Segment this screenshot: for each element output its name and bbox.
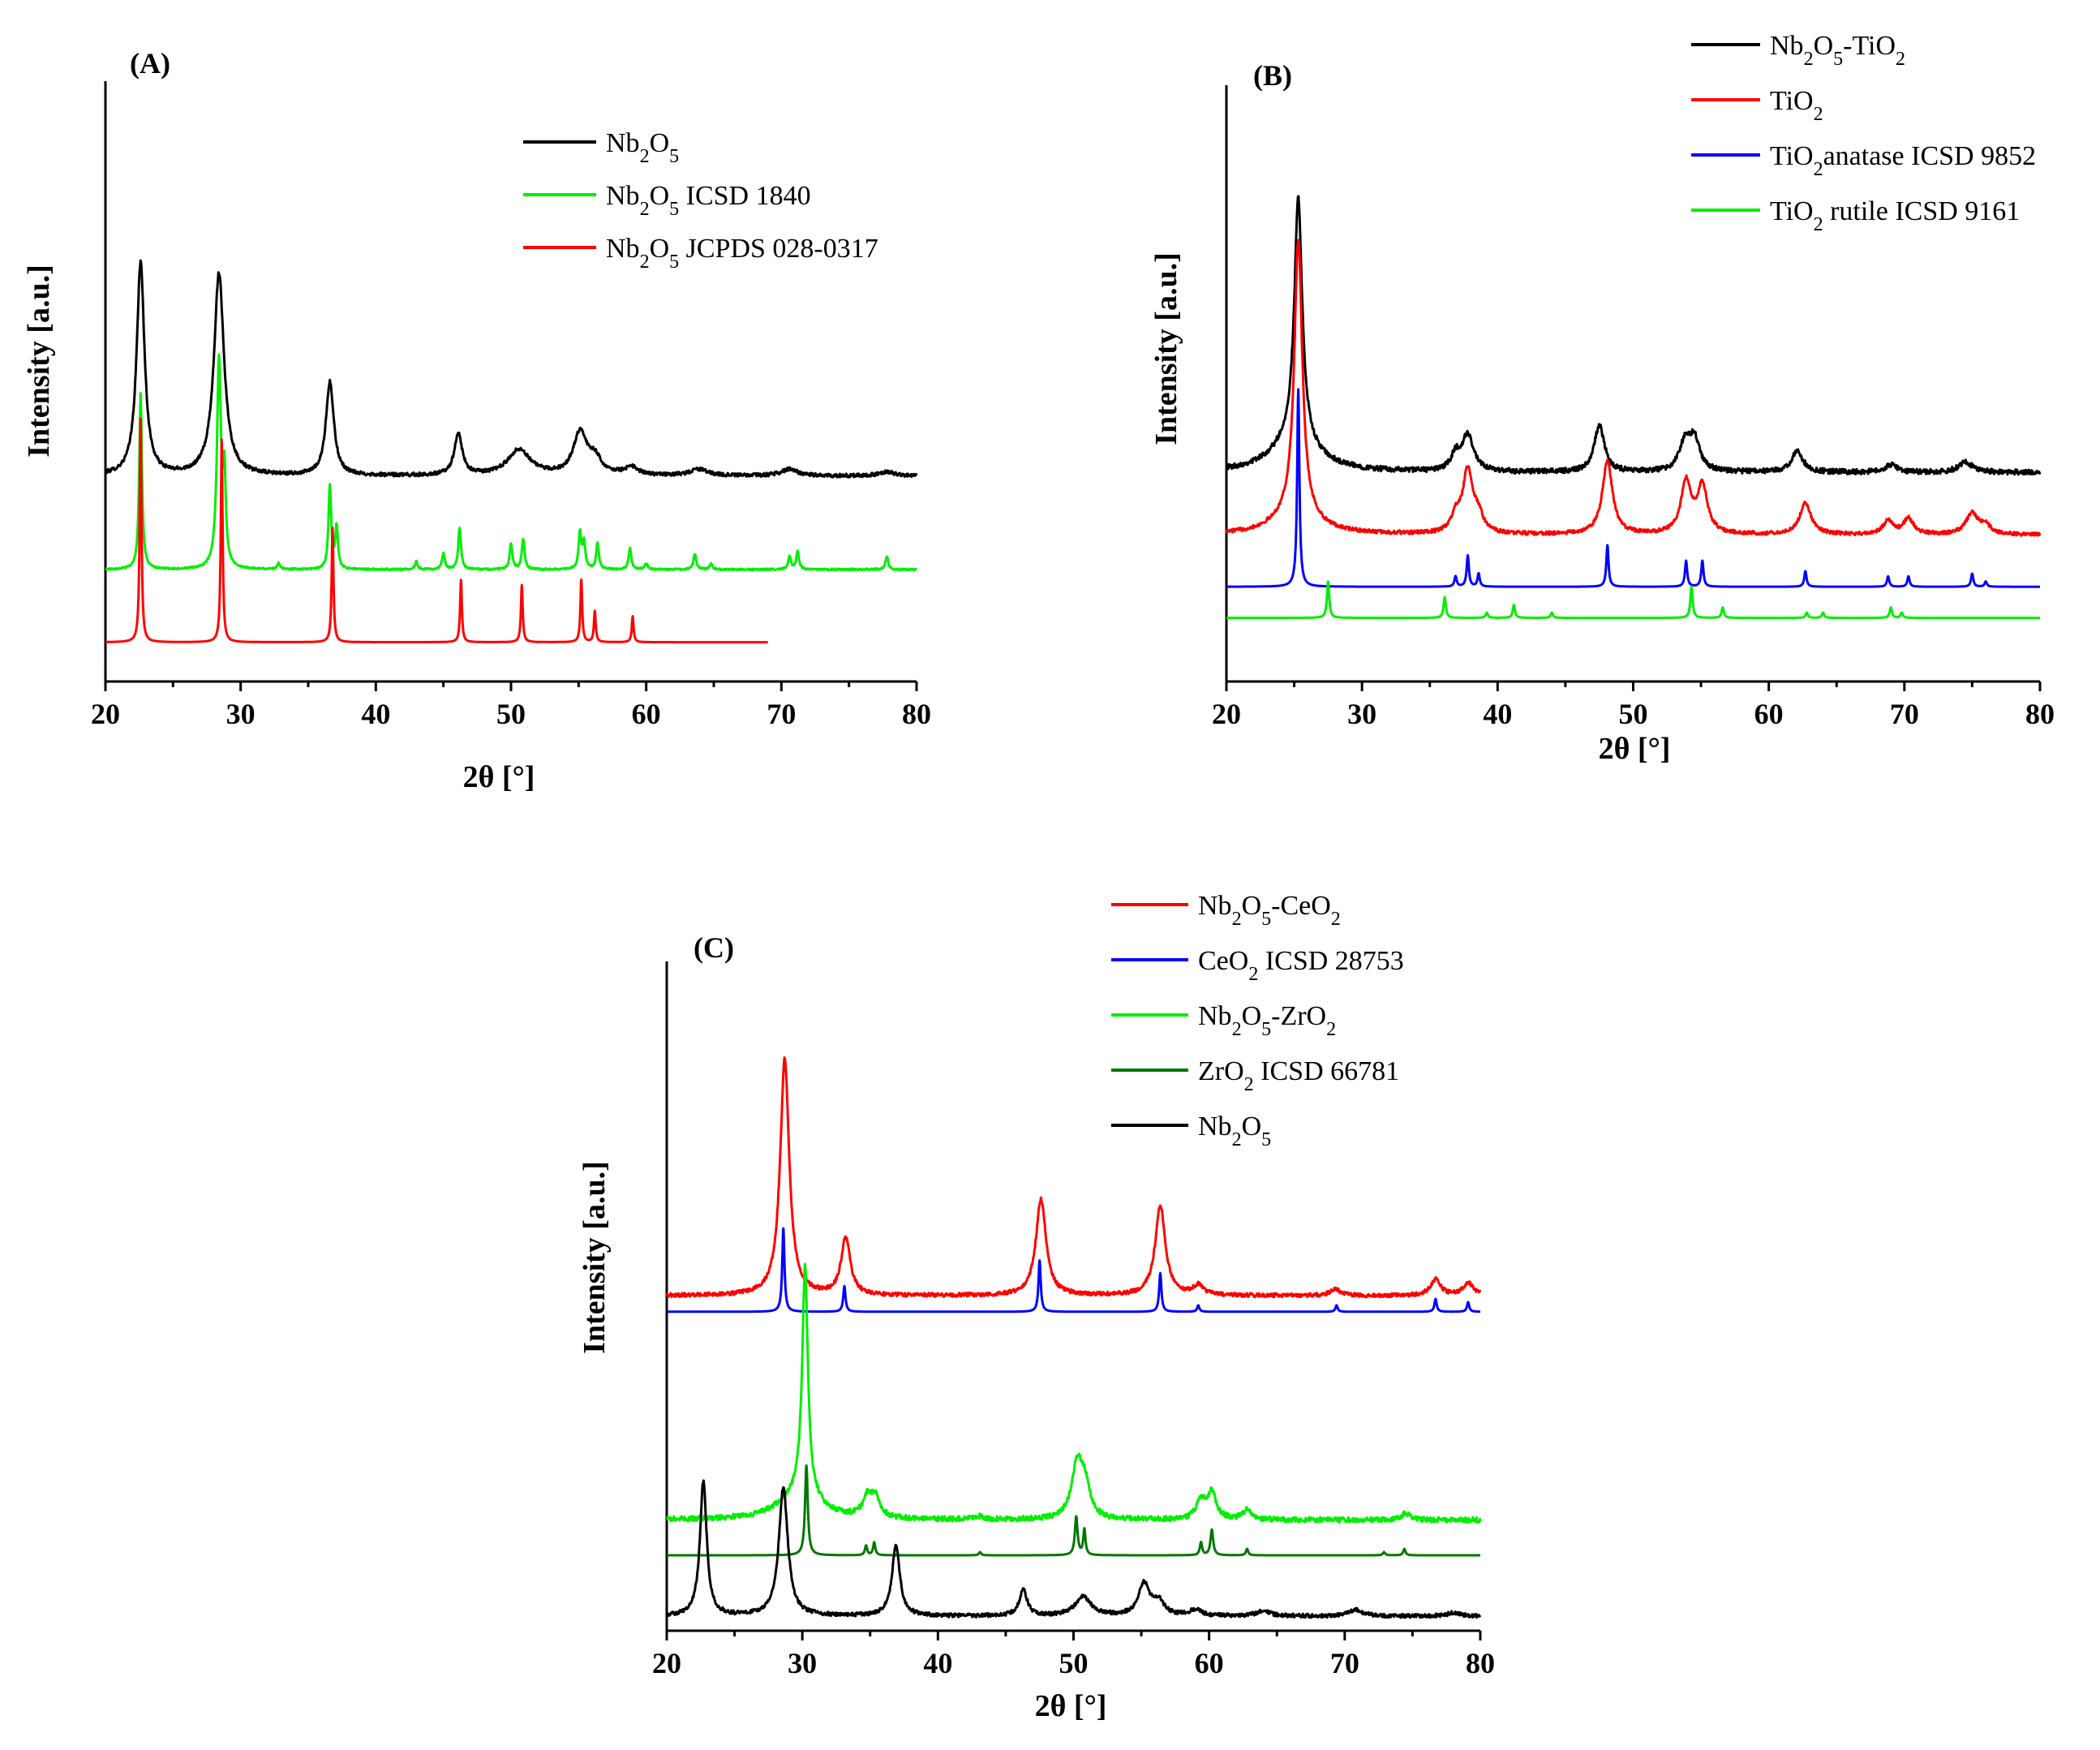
panel-b-x-tick-label: 30 xyxy=(1347,698,1376,730)
panel-a-series-nb2o5 xyxy=(104,259,918,479)
panel-c-legend-item: Nb2O5-CeO2 xyxy=(1111,891,1341,930)
panel-c-x-tick-label: 50 xyxy=(1059,1647,1089,1679)
panel-b-legend: Nb2O5-TiO2 TiO2 TiO2anatase ICSD 9852 TiO2 … xyxy=(1691,31,2036,235)
panel-b-legend-label: TiO2anatase ICSD 9852 xyxy=(1770,141,2036,180)
panel-c-legend-label: ZrO2 ICSD 66781 xyxy=(1198,1056,1399,1095)
panel-b-x-tick-label: 40 xyxy=(1483,698,1512,730)
panel-b-series-tio2anatase-icsd-9852 xyxy=(1225,388,2042,588)
panel-a-legend-item: Nb2O5 JCPDS 028-0317 xyxy=(523,234,878,273)
panel-a-legend: Nb2O5 Nb2O5 ICSD 1840 Nb2O5 JCPDS 028-0317 xyxy=(523,128,878,273)
panel-c-legend-label: Nb2O5 xyxy=(1198,1111,1271,1150)
panel-c-y-axis-title: Intensity [a.u.] xyxy=(578,1161,612,1354)
panel-b-series-nb2o5-tio2 xyxy=(1226,195,2042,476)
panel-c-legend-label: CeO2 ICSD 28753 xyxy=(1198,946,1404,985)
panel-b-label: (B) xyxy=(1253,59,1292,92)
panel-c-legend-item: Nb2O5-ZrO2 xyxy=(1111,1001,1336,1040)
panel-b-legend-item: TiO2 xyxy=(1691,86,1823,125)
panel-c-legend-label: Nb2O5-CeO2 xyxy=(1198,891,1341,930)
panel-b-y-axis-title: Intensity [a.u.] xyxy=(1149,252,1183,445)
panel-a-legend-label: Nb2O5 JCPDS 028-0317 xyxy=(606,234,878,273)
panel-c-legend-label: Nb2O5-ZrO2 xyxy=(1198,1001,1336,1040)
panel-b-x-tick-label: 50 xyxy=(1619,698,1648,730)
panel-c-x-tick-label: 40 xyxy=(923,1647,952,1679)
panel-c-x-tick-label: 60 xyxy=(1195,1647,1224,1679)
panel-c-legend: Nb2O5-CeO2 CeO2 ICSD 28753 Nb2O5-ZrO2 ZrO2 … xyxy=(1111,891,1404,1150)
panel-b-series-tio2 xyxy=(1225,239,2042,537)
panel-b-x-tick-label: 70 xyxy=(1890,698,1919,730)
panel-b-legend-item: Nb2O5-TiO2 xyxy=(1691,31,1905,70)
panel-a-y-axis-title: Intensity [a.u.] xyxy=(22,264,56,458)
panel-b-x-axis-title: 2θ [°] xyxy=(1599,732,1671,766)
panel-c-x-tick-label: 20 xyxy=(652,1647,681,1679)
panel-b-x-tick-label: 20 xyxy=(1212,698,1241,730)
panel-a-legend-item: Nb2O5 ICSD 1840 xyxy=(523,181,811,220)
panel-a-x-tick-label: 80 xyxy=(902,698,931,730)
panel-a-series-nb2o5-jcpds-028-0317 xyxy=(104,417,769,644)
panel-a-legend-item: Nb2O5 xyxy=(523,128,679,167)
panel-b-legend-label: TiO2 xyxy=(1770,86,1823,125)
panel-b-x-tick-label: 60 xyxy=(1754,698,1784,730)
panel-a-label: (A) xyxy=(130,47,170,80)
panel-c-x-axis-title: 2θ [°] xyxy=(1035,1689,1107,1723)
panel-a-x-tick-label: 30 xyxy=(226,698,256,730)
panel-b-x-tick-label: 80 xyxy=(2025,698,2055,730)
panel-c-x-tick-label: 30 xyxy=(788,1647,817,1679)
panel-b-series-tio2-rutile-icsd-9161 xyxy=(1225,580,2042,620)
panel-a: (A) Intensity [a.u.] 2θ [°] 20 30 40 50 60 70… xyxy=(22,47,931,794)
panel-a-series-nb2o5-icsd-1840 xyxy=(105,353,918,572)
panel-b-legend-item: TiO2anatase ICSD 9852 xyxy=(1691,141,2036,180)
panel-c-series-zro2-icsd-66781 xyxy=(665,1464,1482,1557)
panel-c-x-tick-label: 70 xyxy=(1330,1647,1359,1679)
panel-b-legend-label: Nb2O5-TiO2 xyxy=(1770,31,1905,70)
panel-a-legend-label: Nb2O5 ICSD 1840 xyxy=(606,181,811,220)
panel-c-legend-item: ZrO2 ICSD 66781 xyxy=(1111,1056,1399,1095)
panel-a-x-tick-label: 40 xyxy=(361,698,390,730)
panel-a-legend-label: Nb2O5 xyxy=(606,128,679,167)
panel-b-legend-label: TiO2 rutile ICSD 9161 xyxy=(1770,196,2020,235)
panel-c-series-nb2o5-ceo2 xyxy=(665,1056,1482,1299)
panel-b-legend-item: TiO2 rutile ICSD 9161 xyxy=(1691,196,2020,235)
panel-b: (B) Intensity [a.u.] 2θ [°] 20 30 40 50 60 70… xyxy=(1149,31,2055,766)
panel-c-label: (C) xyxy=(694,931,734,964)
panel-a-x-tick-label: 50 xyxy=(496,698,526,730)
panel-a-x-axis-title: 2θ [°] xyxy=(463,760,535,794)
panel-a-x-tick-label: 60 xyxy=(632,698,661,730)
panel-c-legend-item: CeO2 ICSD 28753 xyxy=(1111,946,1404,985)
panel-c-legend-item: Nb2O5 xyxy=(1111,1111,1271,1150)
panel-c: (C) Intensity [a.u.] 2θ [°] 20 30 40 50 60 70… xyxy=(578,891,1495,1723)
panel-c-x-tick-label: 80 xyxy=(1466,1647,1495,1679)
panel-a-x-tick-label: 20 xyxy=(91,698,120,730)
panel-a-x-tick-label: 70 xyxy=(767,698,796,730)
panel-c-series-nb2o5 xyxy=(665,1479,1482,1619)
panel-c-series-nb2o5-zro2 xyxy=(666,1262,1482,1524)
